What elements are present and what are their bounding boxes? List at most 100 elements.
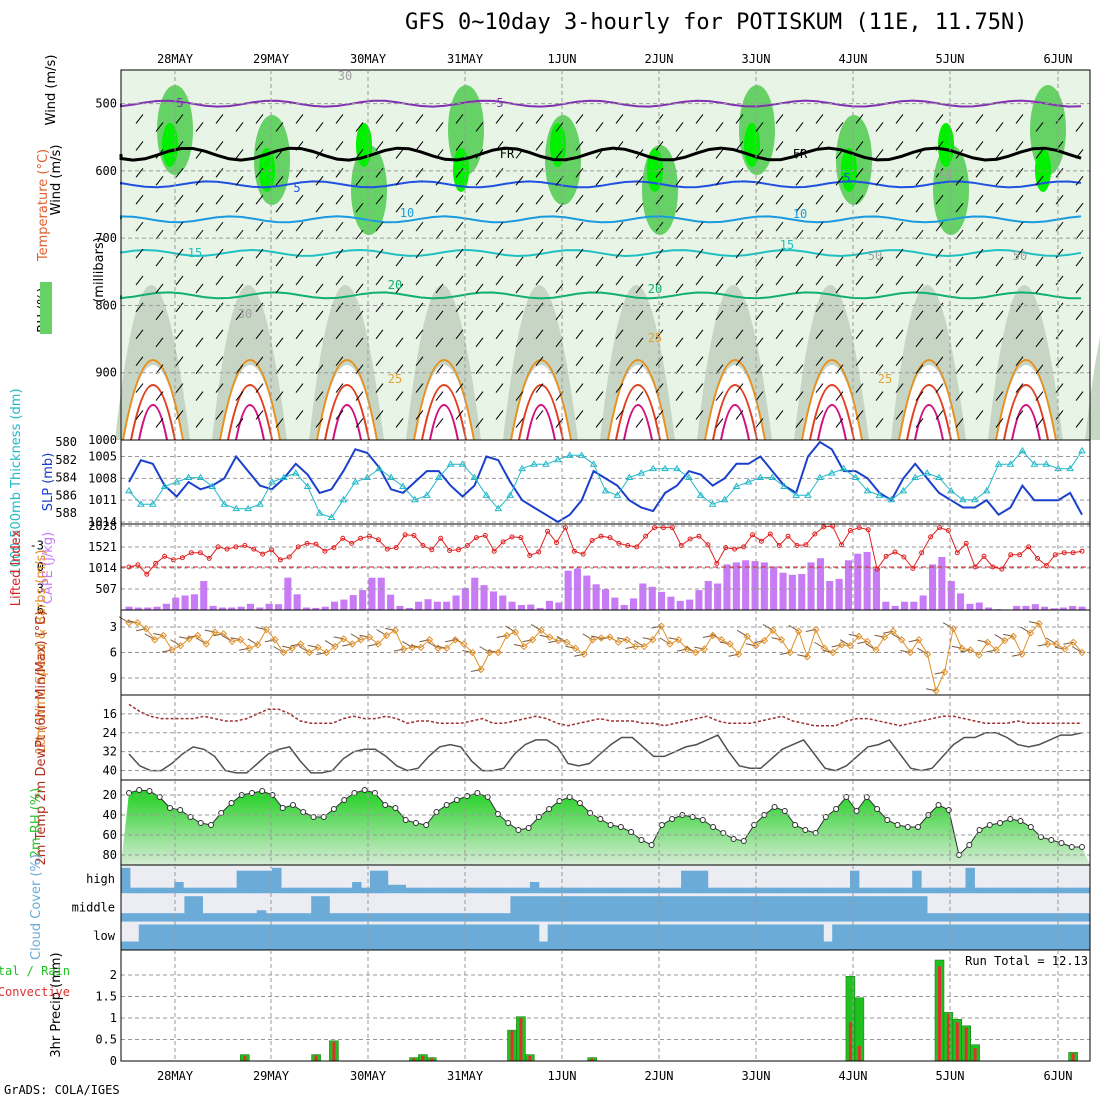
wind-barb	[355, 256, 364, 267]
wind-point	[271, 636, 279, 644]
cape-bar	[452, 595, 460, 610]
temp-tick-label: 32	[103, 745, 117, 759]
wind-point	[1009, 632, 1018, 641]
wind-barb	[695, 275, 704, 286]
cloud-cell	[1054, 924, 1064, 950]
lifted-point	[839, 542, 844, 548]
cloud-cell	[1045, 887, 1055, 894]
wind-barb	[1035, 176, 1044, 186]
wind-barb-10m	[642, 637, 653, 641]
wind-barb	[655, 302, 664, 313]
cape-bar	[536, 607, 544, 610]
cloud-cell	[211, 913, 222, 922]
cloud-cell	[175, 913, 185, 922]
wind-barb	[295, 383, 304, 393]
wind-barb	[595, 202, 604, 213]
wind-barb	[335, 114, 344, 124]
cloud-cell	[316, 887, 326, 894]
wind-barb	[655, 168, 664, 178]
wind-barb	[455, 248, 464, 259]
wind-barb	[375, 329, 384, 340]
rh-axis-label: 2m RH (%)	[29, 788, 44, 859]
rh-point	[515, 827, 522, 833]
rh-point	[628, 829, 635, 835]
wind-barb-10m	[230, 637, 241, 641]
wind-point	[597, 634, 605, 642]
cloud-cell	[956, 887, 967, 894]
cloud-cell	[601, 924, 611, 950]
wind-barb	[355, 337, 364, 348]
isotherm-line	[120, 215, 1082, 224]
isotherm-label: 10	[793, 207, 807, 221]
cape-bar	[1041, 606, 1049, 610]
wind-barb	[1055, 221, 1064, 232]
wind-barb	[435, 176, 444, 186]
wind-barb	[975, 248, 984, 259]
day-tick-label-top: 4JUN	[839, 52, 868, 66]
wind-barb	[475, 229, 484, 240]
cloud-cell	[1018, 924, 1029, 950]
cloud-cell	[1035, 913, 1046, 922]
wind-barb	[175, 194, 184, 205]
isotherm-label: 25	[878, 372, 892, 386]
wind-barb	[615, 141, 624, 151]
wind-barb	[895, 248, 904, 259]
cape-tick-label: 2028	[88, 519, 117, 533]
lifted-point	[785, 533, 791, 539]
rh-moist-cell	[933, 145, 969, 235]
wind-barb	[495, 329, 504, 340]
precip-convective-bar	[412, 1058, 416, 1061]
thickness-point	[506, 491, 515, 498]
cape-bar	[957, 593, 965, 610]
wind-barb	[755, 149, 764, 159]
wind-barb-10m	[960, 649, 971, 653]
thickness-tick-label: 584	[55, 471, 77, 485]
cloud-cell	[361, 887, 371, 894]
thickness-point	[768, 473, 777, 481]
cloud-cell	[778, 887, 789, 894]
wind-barb	[435, 418, 444, 428]
wind-barb-10m	[548, 640, 559, 644]
cloud-cell	[881, 896, 892, 922]
wind-barb-10m	[977, 639, 988, 643]
wind-barb	[615, 356, 624, 366]
lifted-tick-label: 0	[37, 560, 44, 574]
wind-barb-10m	[161, 649, 173, 653]
lifted-point	[554, 540, 559, 546]
wind-barb	[315, 176, 324, 186]
cloud-cell	[307, 924, 318, 950]
wind-barb	[875, 202, 884, 213]
wind-barb	[455, 302, 464, 313]
wind-barb	[475, 364, 484, 374]
wind-barb	[1035, 149, 1044, 159]
cape-bar	[134, 607, 142, 610]
wind-barb	[935, 275, 944, 286]
cloud-cell	[845, 896, 856, 922]
wind-barb	[215, 248, 224, 259]
wind-barb	[295, 248, 304, 259]
wind-barb	[135, 221, 144, 232]
cape-bar	[611, 597, 619, 610]
lifted-point	[776, 543, 782, 548]
cloud-cell	[754, 896, 765, 922]
wind-barb	[995, 256, 1004, 267]
lifted-axis-label: Lifted Index	[9, 529, 24, 606]
wind-barb	[315, 256, 324, 267]
rh-point	[822, 814, 829, 820]
wind-tick-label: 9	[110, 671, 117, 685]
wind-barb	[515, 364, 524, 374]
cloud-cell	[863, 896, 874, 922]
cloud-cell	[700, 896, 711, 922]
isotherm-label: 5	[843, 171, 850, 185]
wind-barb	[155, 364, 164, 374]
wind-barb	[975, 329, 984, 340]
wind-barb	[795, 337, 804, 348]
wind-barb	[355, 418, 364, 428]
wind-barb	[795, 283, 804, 294]
wind-barb	[915, 364, 924, 374]
cloud-cell	[307, 887, 318, 894]
thickness-point	[1018, 446, 1027, 454]
wind-barb-10m	[496, 635, 507, 638]
rh-point	[146, 788, 153, 794]
wind-barb	[355, 391, 364, 401]
